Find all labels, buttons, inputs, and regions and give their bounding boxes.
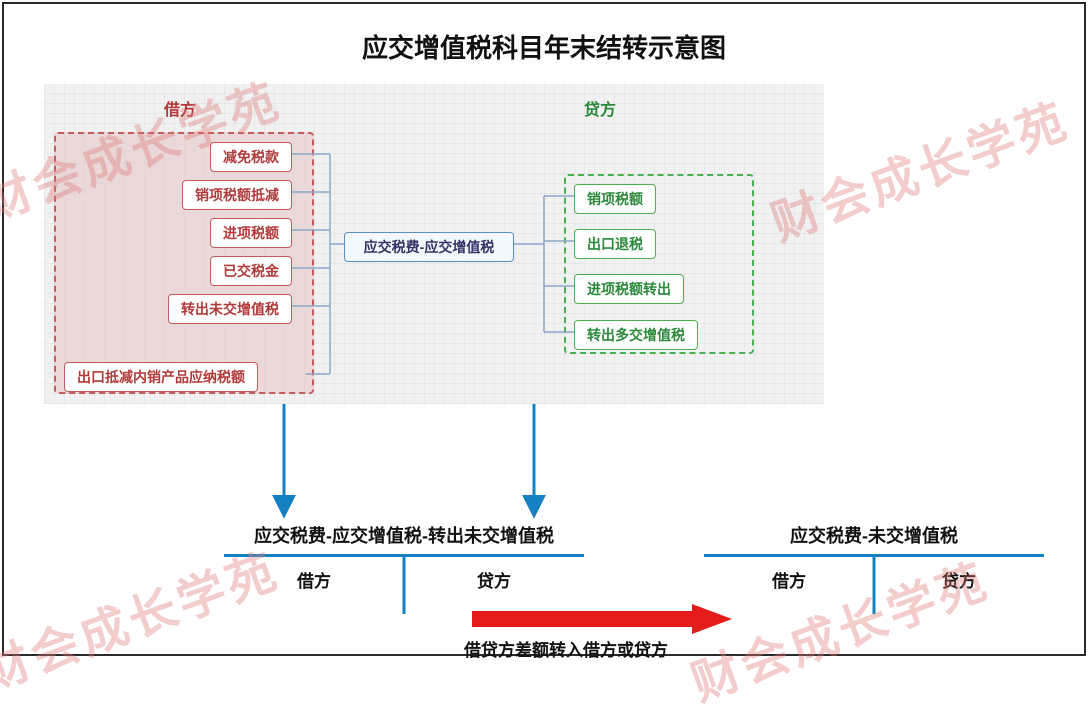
t-right-debit: 借方 (772, 567, 806, 592)
t-left-title: 应交税费-应交增值税-转出未交增值税 (224, 522, 584, 548)
credit-node-2: 进项税额转出 (574, 274, 684, 304)
t-right-body: 借方 贷方 (704, 554, 1044, 614)
outer-frame: 应交增值税科目年末结转示意图 借方 贷方 (2, 2, 1086, 656)
t-right-title: 应交税费-未交增值税 (704, 522, 1044, 548)
red-arrow-label: 借贷方差额转入借方或贷方 (464, 636, 668, 661)
credit-node-0: 销项税额 (574, 184, 656, 214)
t-account-right: 应交税费-未交增值税 借方 贷方 (704, 522, 1044, 614)
credit-node-3: 转出多交增值税 (574, 320, 698, 350)
diagram-panel: 借方 贷方 (44, 84, 824, 404)
t-left-credit: 贷方 (477, 567, 511, 592)
red-arrow (472, 604, 732, 634)
debit-node-5: 出口抵减内销产品应纳税额 (64, 362, 258, 392)
debit-node-4: 转出未交增值税 (168, 294, 292, 324)
t-account-left: 应交税费-应交增值税-转出未交增值税 借方 贷方 (224, 522, 584, 614)
debit-node-0: 减免税款 (210, 142, 292, 172)
debit-node-1: 销项税额抵减 (182, 180, 292, 210)
t-left-debit: 借方 (297, 567, 331, 592)
t-right-credit: 贷方 (942, 567, 976, 592)
debit-node-2: 进项税额 (210, 218, 292, 248)
debit-node-3: 已交税金 (210, 256, 292, 286)
center-node: 应交税费-应交增值税 (344, 232, 514, 262)
credit-node-1: 出口退税 (574, 229, 656, 259)
page-title: 应交增值税科目年末结转示意图 (4, 28, 1084, 65)
